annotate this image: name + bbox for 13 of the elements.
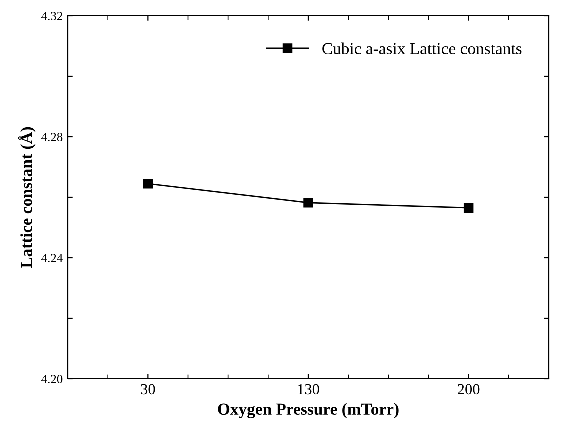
- legend-label: Cubic a-asix Lattice constants: [322, 42, 522, 54]
- x-tick-label: 200: [458, 384, 480, 395]
- point: [143, 179, 154, 189]
- y-tick-label: 4.20: [42, 375, 63, 384]
- x-tick-label: 130: [298, 384, 320, 395]
- y-axis-title: Lattice constant (Å): [18, 127, 36, 268]
- y-tick-label: 4.32: [42, 12, 62, 21]
- x-axis-title: Oxygen Pressure (mTorr): [218, 403, 399, 419]
- point: [304, 198, 314, 208]
- point: [464, 203, 474, 213]
- y-tick-label: 4.24: [42, 254, 63, 263]
- x-tick-label: 30: [141, 384, 156, 395]
- y-tick-label: 4.28: [42, 133, 63, 142]
